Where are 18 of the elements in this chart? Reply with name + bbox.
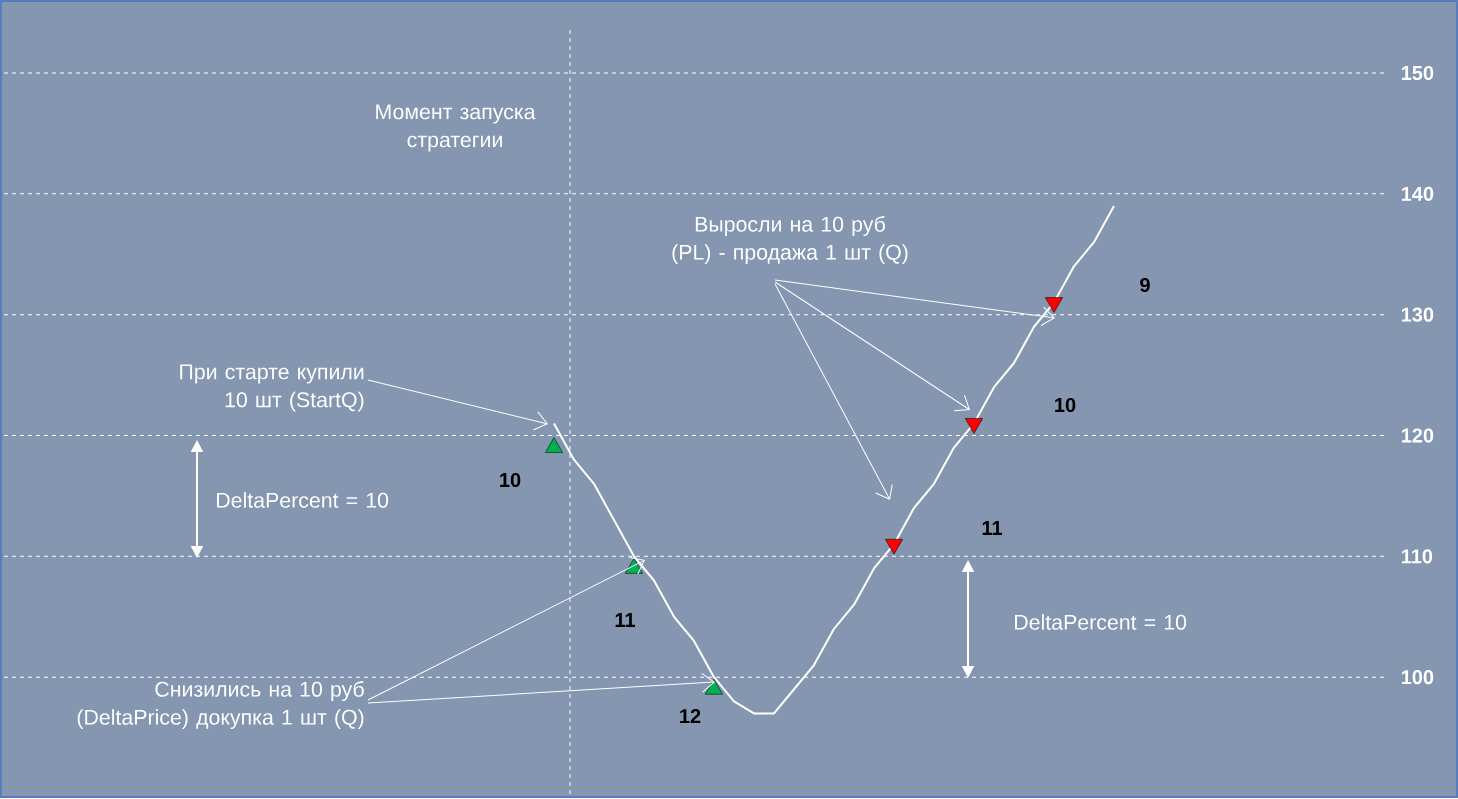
y-tick-label: 130 bbox=[1401, 307, 1434, 323]
annotation: Выросли на 10 руб (PL) - продажа 1 шт (Q) bbox=[672, 216, 908, 265]
annotation: 10 bbox=[1055, 398, 1076, 413]
annotation: 12 bbox=[680, 709, 701, 724]
annotation: Снизились на 10 руб (DeltaPrice) докупка 1 шт (Q) bbox=[77, 681, 364, 730]
annotation: При старте купили 10 шт (StartQ) bbox=[180, 364, 364, 412]
annotation: DeltaPercent = 10 bbox=[217, 492, 389, 509]
y-tick-label: 100 bbox=[1401, 670, 1434, 685]
annotation: DeltaPercent = 10 bbox=[1015, 614, 1187, 631]
annotation: 11 bbox=[982, 521, 1003, 536]
y-tick-label: 110 bbox=[1401, 549, 1433, 564]
annotation: 9 bbox=[1140, 278, 1150, 293]
y-tick-label: 120 bbox=[1401, 428, 1434, 443]
y-tick-label: 140 bbox=[1401, 186, 1434, 202]
annotation: 11 bbox=[615, 613, 636, 628]
y-tick-label: 150 bbox=[1401, 66, 1434, 81]
annotation: Момент запуска стратегии bbox=[376, 104, 536, 152]
annotation: 10 bbox=[500, 473, 521, 488]
